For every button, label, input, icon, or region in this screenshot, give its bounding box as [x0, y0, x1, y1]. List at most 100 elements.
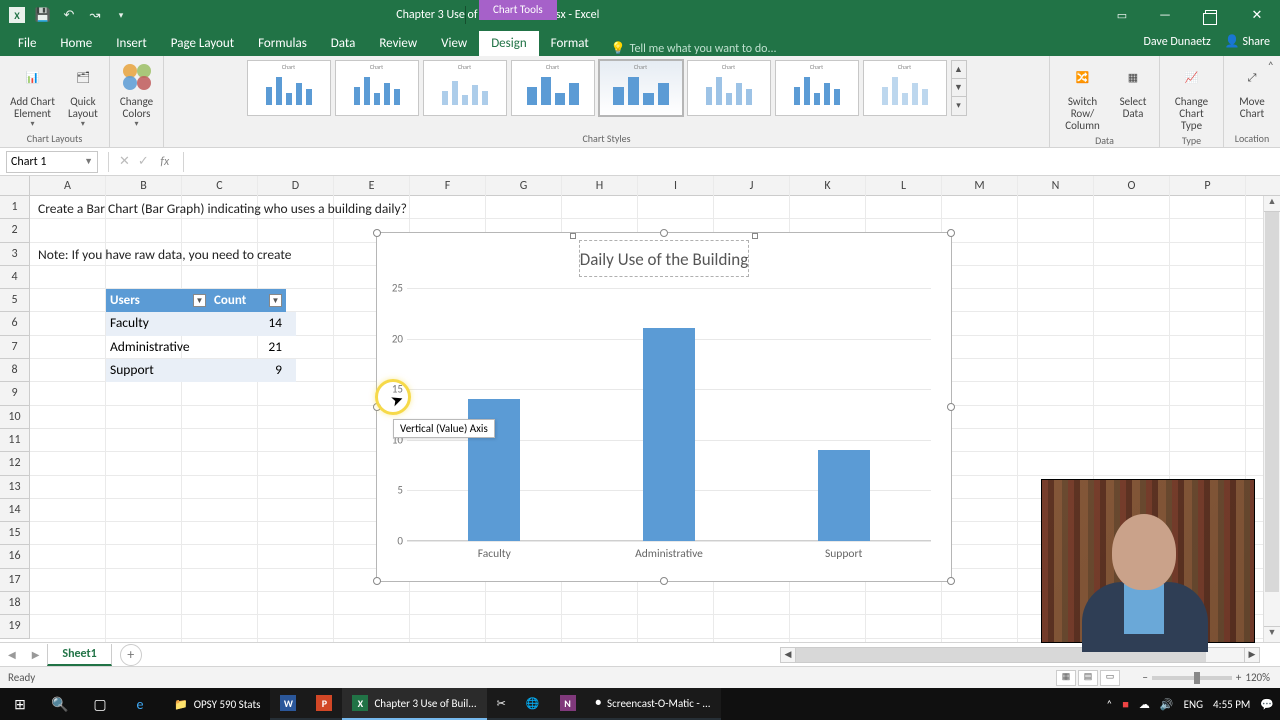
ribbon-collapse-icon[interactable]: ˄: [1268, 60, 1274, 74]
chrome-icon: 🌐: [526, 697, 540, 710]
cell-a3: Note: If you have raw data, you need to …: [34, 244, 295, 266]
resize-handle[interactable]: [660, 577, 668, 585]
tab-review[interactable]: Review: [367, 31, 429, 56]
ribbon-options-icon[interactable]: ▭: [1102, 0, 1142, 30]
tray-app-icon[interactable]: ■: [1122, 698, 1129, 711]
close-button[interactable]: ✕: [1234, 0, 1280, 30]
tab-insert[interactable]: Insert: [104, 31, 159, 56]
redo-icon[interactable]: ↝: [84, 4, 106, 26]
chart-title[interactable]: Daily Use of the Building: [580, 241, 748, 276]
resize-handle[interactable]: [660, 229, 668, 237]
name-box[interactable]: Chart 1 ▼: [6, 151, 98, 173]
zoom-level[interactable]: 120%: [1245, 671, 1270, 684]
gallery-scroll[interactable]: ▲▼▾: [951, 60, 967, 116]
cancel-formula-icon[interactable]: ✕: [115, 154, 134, 169]
resize-handle[interactable]: [373, 577, 381, 585]
taskbar-folder-label: OPSY 590 Stats: [194, 698, 261, 711]
add-chart-element-button[interactable]: 📊 Add Chart Element ▾: [6, 60, 59, 131]
task-view-icon[interactable]: ▢: [80, 688, 120, 720]
start-button[interactable]: ⊞: [0, 688, 40, 720]
resize-handle[interactable]: [947, 577, 955, 585]
zoom-out-button[interactable]: −: [1142, 671, 1147, 684]
view-switcher[interactable]: ▦▤▭: [1056, 670, 1120, 686]
save-icon[interactable]: 💾: [32, 4, 54, 26]
undo-icon[interactable]: ↶: [58, 4, 80, 26]
change-chart-type-button[interactable]: 📈 Change Chart Type: [1166, 60, 1217, 134]
share-button[interactable]: 👤 Share: [1225, 34, 1270, 49]
row-headers[interactable]: 12345678910111213141516171819: [0, 196, 30, 639]
taskbar-explorer[interactable]: 📁OPSY 590 Stats: [164, 688, 270, 720]
select-data-button[interactable]: ▦ Select Data: [1113, 60, 1153, 122]
minimize-button[interactable]: —: [1142, 0, 1188, 30]
table-header-users[interactable]: Users▼: [106, 289, 210, 312]
sheet-nav-next[interactable]: ▶: [24, 648, 48, 661]
change-chart-type-label: Change Chart Type: [1170, 96, 1213, 132]
taskbar-excel[interactable]: XChapter 3 Use of Buil...: [342, 688, 486, 720]
tab-formulas[interactable]: Formulas: [246, 31, 319, 56]
table-header-count[interactable]: Count▼: [210, 289, 286, 312]
taskbar-excel-label: Chapter 3 Use of Buil...: [374, 697, 476, 710]
quick-layout-button[interactable]: 🗂 Quick Layout ▾: [63, 60, 103, 131]
sheet-tab-sheet1[interactable]: Sheet1: [47, 644, 111, 666]
filter-dropdown-icon[interactable]: ▼: [193, 294, 206, 307]
search-icon[interactable]: 🔍: [40, 688, 80, 720]
qa-customize-icon[interactable]: ▾: [110, 4, 132, 26]
move-chart-icon: ⤢: [1236, 62, 1268, 94]
quick-layout-icon: 🗂: [67, 62, 99, 94]
restore-button[interactable]: [1188, 0, 1234, 30]
normal-view-icon[interactable]: ▦: [1056, 670, 1076, 686]
name-box-dropdown-icon[interactable]: ▼: [84, 156, 93, 167]
select-all-corner[interactable]: [0, 176, 30, 195]
edge-icon[interactable]: e: [120, 688, 160, 720]
new-sheet-button[interactable]: +: [120, 644, 142, 666]
contextual-tab-label: Chart Tools: [479, 0, 557, 20]
accept-formula-icon[interactable]: ✓: [134, 154, 153, 169]
axis-tooltip: Vertical (Value) Axis: [393, 419, 495, 438]
chart-plot-area[interactable]: 0510152025FacultyAdministrativeSupport: [407, 288, 931, 541]
resize-handle[interactable]: [947, 403, 955, 411]
change-colors-button[interactable]: Change Colors ▾: [116, 60, 157, 131]
tell-me-placeholder: Tell me what you want to do...: [630, 42, 777, 56]
taskbar-snip[interactable]: ✂: [487, 688, 516, 720]
status-bar: Ready ▦▤▭ − + 120%: [0, 666, 1280, 688]
sheet-nav-prev[interactable]: ◀: [0, 648, 24, 661]
tell-me-search[interactable]: 💡 Tell me what you want to do...: [611, 41, 777, 56]
group-chart-layouts: Chart Layouts: [27, 132, 82, 145]
fx-button[interactable]: fx: [153, 155, 177, 169]
chart-object[interactable]: Daily Use of the Building 0510152025Facu…: [376, 232, 952, 582]
tray-expand-icon[interactable]: ˄: [1106, 698, 1112, 711]
chart-styles-gallery[interactable]: Chart Chart Chart Chart Chart Chart Char…: [247, 60, 967, 116]
language-indicator[interactable]: ENG: [1184, 698, 1203, 711]
taskbar-word[interactable]: W: [270, 688, 306, 720]
tab-page-layout[interactable]: Page Layout: [159, 31, 246, 56]
system-tray[interactable]: ˄ ■ ☁ 🔊 ENG 4:55 PM 💬: [1106, 698, 1274, 711]
resize-handle[interactable]: [947, 229, 955, 237]
action-center-icon[interactable]: 💬: [1260, 698, 1274, 711]
taskbar-powerpoint[interactable]: P: [306, 688, 342, 720]
tab-data[interactable]: Data: [319, 31, 368, 56]
add-chart-element-icon: 📊: [17, 62, 49, 94]
tab-design[interactable]: Design: [479, 31, 538, 56]
move-chart-button[interactable]: ⤢ Move Chart: [1232, 60, 1272, 122]
taskbar-onenote[interactable]: N: [550, 688, 586, 720]
page-layout-view-icon[interactable]: ▤: [1078, 670, 1098, 686]
tab-view[interactable]: View: [429, 31, 479, 56]
volume-icon[interactable]: 🔊: [1160, 698, 1174, 711]
windows-taskbar: ⊞ 🔍 ▢ e 📁OPSY 590 Stats W P XChapter 3 U…: [0, 688, 1280, 720]
clock[interactable]: 4:55 PM: [1213, 698, 1250, 711]
taskbar-screencast[interactable]: ⏺Screencast-O-Matic - ...: [586, 688, 721, 720]
taskbar-chrome[interactable]: 🌐: [516, 688, 550, 720]
tab-home[interactable]: Home: [48, 31, 104, 56]
tab-format[interactable]: Format: [539, 31, 601, 56]
switch-row-column-button[interactable]: 🔀 Switch Row/ Column: [1056, 60, 1109, 134]
zoom-in-button[interactable]: +: [1236, 671, 1241, 684]
taskbar-screencast-label: Screencast-O-Matic - ...: [607, 697, 711, 710]
onedrive-icon[interactable]: ☁: [1139, 698, 1150, 711]
page-break-view-icon[interactable]: ▭: [1100, 670, 1120, 686]
resize-handle[interactable]: [373, 229, 381, 237]
zoom-slider[interactable]: [1152, 676, 1232, 680]
user-name[interactable]: Dave Dunaetz: [1143, 35, 1210, 49]
filter-dropdown-icon[interactable]: ▼: [269, 294, 282, 307]
tab-file[interactable]: File: [6, 31, 48, 56]
vertical-scrollbar[interactable]: ▲ ▼: [1263, 196, 1280, 642]
